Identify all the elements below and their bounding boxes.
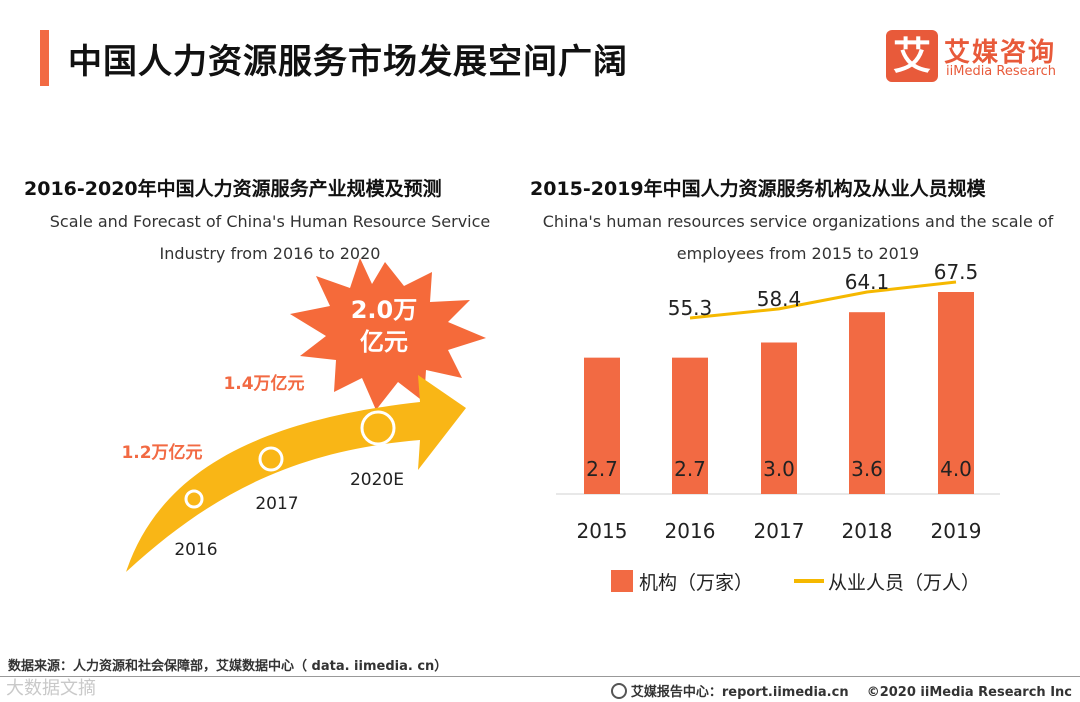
bar-2016 [672, 357, 708, 494]
line-label-2016: 55.3 [668, 296, 713, 320]
bar-label-2017: 3.0 [763, 457, 795, 481]
line-label-2019: 67.5 [934, 260, 979, 284]
title-accent-bar [40, 30, 49, 86]
watermark: 大数据文摘 [6, 678, 96, 699]
milestone-2017 [258, 446, 284, 472]
legend-line-label: 从业人员（万人） [828, 572, 980, 594]
bar-2019 [938, 292, 974, 494]
line-label-2018: 64.1 [845, 270, 890, 294]
year-label-2017: 2017 [255, 494, 298, 514]
year-label-2016: 2016 [174, 540, 217, 560]
milestone-2016 [184, 489, 204, 509]
burst-label-line2: 亿元 [360, 328, 408, 356]
burst-label-line1: 2.0万 [351, 296, 418, 324]
line-label-2017: 58.4 [757, 287, 802, 311]
left-chart-title-en: Scale and Forecast of China's Human Reso… [49, 212, 491, 263]
x-tick-2016: 2016 [665, 519, 716, 543]
copyright: ©2020 iiMedia Research Inc [866, 685, 1072, 700]
value-label-2017: 1.4万亿元 [223, 373, 304, 394]
globe-icon [610, 683, 627, 699]
growth-arrow [126, 375, 466, 572]
legend-bar-label: 机构（万家） [639, 572, 753, 594]
bar-label-2018: 3.6 [851, 457, 883, 481]
left-chart-title-cn: 2016-2020年中国人力资源服务产业规模及预测 [24, 178, 442, 200]
value-label-2016: 1.2万亿元 [121, 442, 202, 463]
bar-2017 [761, 342, 797, 494]
right-bar-line-chart: 2.7 2015 2.7 2016 3.0 2017 3.6 2018 4.0 2019 55.3 5… [556, 260, 1000, 543]
bar-label-2019: 4.0 [940, 457, 972, 481]
employees-line [689, 280, 957, 320]
bar-2018 [849, 312, 885, 494]
logo-text-cn: 艾媒咨询 [944, 38, 1057, 68]
logo-mark: 艾 [886, 30, 938, 82]
legend-bar-swatch [611, 570, 633, 592]
bar-2015 [584, 357, 620, 494]
x-tick-2017: 2017 [754, 519, 805, 543]
right-chart-title-en: China's human resources service organiza… [542, 212, 1054, 263]
iimedia-logo: 艾 艾媒咨询 iiMedia Research [886, 30, 1066, 86]
bar-label-2016: 2.7 [674, 457, 706, 481]
page-title: 中国人力资源服务市场发展空间广阔 [68, 42, 628, 82]
x-tick-2019: 2019 [931, 519, 982, 543]
burst-shape [290, 258, 486, 410]
footer-right: 艾媒报告中心：report.iimedia.cn ©2020 iiMedia R… [610, 681, 1072, 700]
data-source-note: 数据来源：人力资源和社会保障部，艾媒数据中心（ data. iimedia. c… [8, 659, 448, 674]
year-label-2020e: 2020E [350, 470, 404, 490]
x-tick-2015: 2015 [577, 519, 628, 543]
milestone-2020e [360, 410, 396, 446]
charts-canvas: 2.0万 亿元 1.2万亿元 1.4万亿元 2016 2017 2020E 2.… [121, 258, 1000, 594]
logo-text-en: iiMedia Research [946, 64, 1057, 79]
legend: 机构（万家） 从业人员（万人） [611, 570, 980, 594]
footer-divider [0, 676, 1080, 677]
bar-label-2015: 2.7 [586, 457, 618, 481]
report-center-link[interactable]: 艾媒报告中心：report.iimedia.cn [630, 685, 849, 700]
right-chart-title-cn: 2015-2019年中国人力资源服务机构及从业人员规模 [530, 178, 986, 200]
x-tick-2018: 2018 [842, 519, 893, 543]
left-infographic: 2.0万 亿元 1.2万亿元 1.4万亿元 2016 2017 2020E [121, 258, 486, 572]
